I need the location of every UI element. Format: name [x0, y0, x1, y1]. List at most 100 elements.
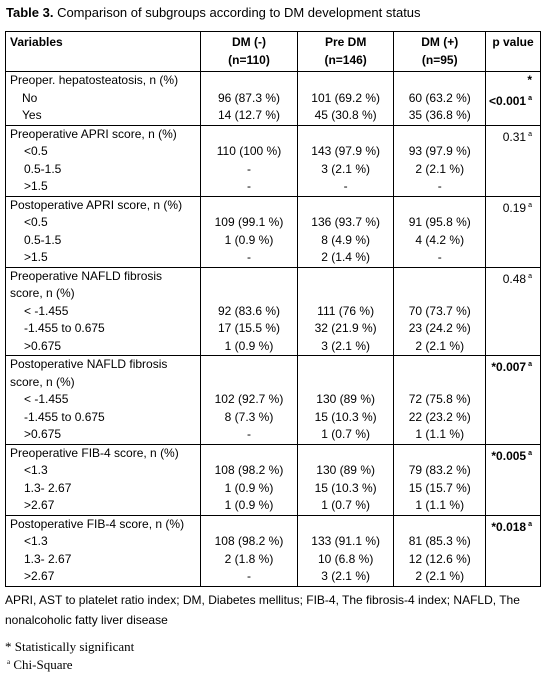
value: 8 (4.9 %) [321, 232, 370, 247]
variable-cell: Preoperative APRI score, n (%) <0.5 0.5-1.… [4, 124, 202, 197]
abbreviations-note: APRI, AST to platelet ratio index; DM, D… [5, 593, 520, 627]
value [204, 374, 294, 392]
category-label: <1.3 [24, 463, 48, 477]
value: 3 (2.1 %) [321, 161, 370, 176]
table-row: Preoper. hepatosteatosis, n (%) No Yes 96 (… [4, 71, 541, 126]
chi-square-mark: a [528, 449, 532, 457]
value: 79 (83.2 %) [408, 463, 471, 477]
category-label: 1.3- 2.67 [24, 480, 72, 495]
p-value: *<0.001 [489, 73, 532, 108]
chi-square-mark: a [528, 520, 532, 528]
chi-square-mark: a [528, 272, 532, 280]
value: 70 (73.7 %) [408, 303, 471, 318]
pre-dm-cell: 111 (76 %) 32 (21.9 %) 3 (2.1 %) [296, 266, 395, 356]
value: 3 (2.1 %) [321, 569, 370, 583]
value [204, 72, 294, 90]
category-label: 0.5-1.5 [24, 161, 62, 176]
p-value: *0.005 [491, 448, 527, 463]
value: 2 (1.4 %) [321, 250, 370, 264]
variable-cell: Preoperative NAFLD fibrosis score, n (%) <… [4, 266, 202, 356]
header-dm-positive: DM (+) (n=95) [393, 31, 487, 72]
footnote-chi-mark: a [7, 658, 11, 666]
table-caption: Table 3. Comparison of subgroups accordi… [6, 5, 421, 20]
value [397, 356, 482, 374]
header-pre-dm: Pre DM (n=146) [296, 31, 395, 72]
table-label: Table 3. [6, 5, 54, 20]
value: 1 (0.9 %) [224, 232, 274, 247]
pre-dm-cell: 101 (69.2 %) 45 (30.8 %) [296, 71, 395, 126]
value [397, 516, 482, 534]
value: 1 (0.7 %) [321, 427, 370, 441]
value: 96 (87.3 %) [217, 90, 280, 105]
dm-positive-cell: 91 (95.8 %) 4 (4.2 %) - [393, 195, 487, 268]
value: 2 (2.1 %) [415, 569, 465, 583]
category-label: No [22, 90, 38, 105]
variable-title: Preoper. hepatosteatosis, n (%) [10, 73, 179, 87]
variable-title: Postoperative FIB-4 score, n (%) [10, 516, 185, 531]
value: 60 (63.2 %) [408, 90, 471, 105]
value: 92 (83.6 %) [217, 303, 280, 318]
category-label: < -1.455 [24, 392, 69, 406]
dm-positive-cell: 72 (75.8 %) 22 (23.2 %) 1 (1.1 %) [393, 355, 487, 445]
value: - [246, 569, 251, 583]
value [301, 285, 391, 303]
p-value: *0.007 [491, 360, 527, 374]
value [204, 285, 294, 303]
value [301, 197, 391, 215]
pre-dm-cell: 130 (89 %) 15 (10.3 %) 1 (0.7 %) [296, 443, 395, 516]
value: 101 (69.2 %) [311, 90, 380, 105]
value: 1 (0.9 %) [224, 338, 274, 353]
value [301, 126, 391, 144]
value: 22 (23.2 %) [408, 409, 471, 424]
value: - [246, 161, 251, 176]
dm-negative-cell: 96 (87.3 %) 14 (12.7 %) [200, 71, 298, 126]
dm-negative-cell: 110 (100 %) - - [200, 124, 298, 197]
variable-title: Postoperative APRI score, n (%) [10, 197, 183, 212]
value: - [246, 427, 251, 441]
variable-title: Preoperative FIB-4 score, n (%) [10, 445, 179, 460]
value: 91 (95.8 %) [408, 215, 471, 229]
category-label: Yes [22, 108, 42, 122]
pre-dm-cell: 136 (93.7 %) 8 (4.9 %) 2 (1.4 %) [296, 195, 395, 268]
dm-negative-cell: 108 (98.2 %) 1 (0.9 %) 1 (0.9 %) [200, 443, 298, 516]
variable-title: score, n (%) [10, 286, 75, 300]
variable-cell: Preoperative FIB-4 score, n (%) <1.3 1.3- … [4, 443, 202, 516]
table-row: Postoperative FIB-4 score, n (%) <1.3 1.3-… [4, 514, 541, 587]
header-variables: Variables [4, 31, 202, 72]
footnote-chi-label: Chi-Square [10, 657, 73, 672]
value [397, 126, 482, 144]
category-label: 0.5-1.5 [24, 232, 62, 247]
variable-cell: Preoper. hepatosteatosis, n (%) No Yes [4, 71, 202, 126]
footnote-chi-square: a Chi-Square [5, 657, 73, 673]
chi-square-mark: a [528, 361, 532, 368]
value: 93 (97.9 %) [408, 144, 471, 158]
value: 35 (36.8 %) [408, 108, 471, 122]
value: 136 (93.7 %) [311, 215, 380, 229]
dm-positive-cell: 93 (97.9 %) 2 (2.1 %) - [393, 124, 487, 197]
value: 14 (12.7 %) [217, 108, 280, 122]
value [397, 374, 482, 392]
p-value: 0.19 [502, 200, 527, 215]
variable-cell: Postoperative APRI score, n (%) <0.5 0.5-1… [4, 195, 202, 268]
variable-title: score, n (%) [10, 374, 75, 389]
value: 3 (2.1 %) [321, 338, 370, 353]
value: 111 (76 %) [317, 303, 375, 318]
variable-title: Preoperative NAFLD fibrosis [10, 268, 163, 283]
p-value-cell: 0.31 a [485, 124, 541, 197]
value: - [246, 179, 251, 193]
category-label: <0.5 [24, 215, 48, 229]
category-label: 1.3- 2.67 [24, 551, 72, 566]
header-p-value: p value [485, 31, 541, 72]
variable-cell: Postoperative NAFLD fibrosis score, n (%)… [4, 355, 202, 445]
value [397, 445, 482, 463]
chi-square-mark: a [528, 130, 532, 138]
table-row: Preoperative FIB-4 score, n (%) <1.3 1.3- … [4, 443, 541, 516]
value [301, 356, 391, 374]
category-label: < -1.455 [24, 303, 69, 318]
pre-dm-cell: 143 (97.9 %) 3 (2.1 %) - [296, 124, 395, 197]
p-value-cell: *0.007 a [485, 355, 541, 445]
table-title: Comparison of subgroups according to DM … [53, 5, 421, 20]
header-row: Variables DM (-) (n=110) Pre DM (n=146) DM… [4, 31, 541, 72]
variable-title: Postoperative NAFLD fibrosis [10, 357, 168, 371]
category-label: <0.5 [24, 144, 48, 158]
